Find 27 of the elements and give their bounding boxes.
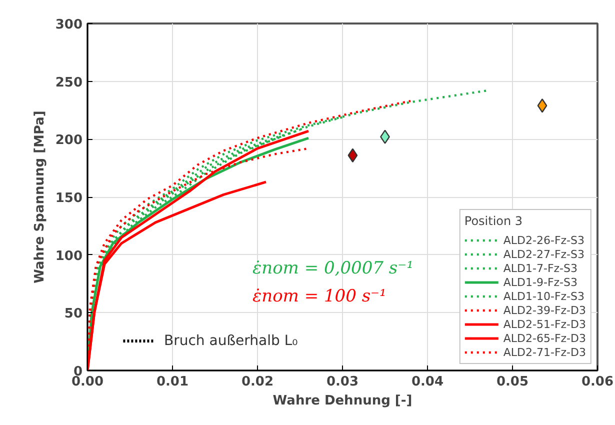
legend-label: ALD2-27-Fz-S3 bbox=[503, 247, 584, 261]
annotation: Bruch außerhalb L₀ bbox=[164, 333, 298, 350]
legend-label: ALD1-10-Fz-S3 bbox=[503, 289, 584, 303]
legend-label: ALD2-65-Fz-D3 bbox=[503, 331, 586, 345]
legend-label: ALD2-26-Fz-S3 bbox=[503, 233, 584, 247]
y-tick-label: 50 bbox=[64, 306, 83, 322]
legend-label: ALD2-51-Fz-D3 bbox=[503, 317, 586, 331]
x-tick-label: 0.03 bbox=[326, 374, 359, 390]
y-axis-title: Wahre Spannung [MPa] bbox=[32, 110, 48, 284]
annotation: ε̇nom = 0,0007 s⁻¹ bbox=[252, 258, 414, 278]
y-tick-label: 250 bbox=[55, 75, 83, 90]
y-tick-label: 200 bbox=[55, 133, 83, 148]
legend-label: ALD1-7-Fz-S3 bbox=[503, 261, 578, 275]
y-tick-label: 150 bbox=[55, 191, 83, 206]
legend-label: ALD1-9-Fz-S3 bbox=[503, 275, 578, 289]
legend-label: ALD2-71-Fz-D3 bbox=[503, 345, 586, 359]
x-axis-title: Wahre Dehnung [-] bbox=[272, 394, 412, 408]
x-tick-label: 0.06 bbox=[581, 374, 614, 390]
legend-label: ALD2-39-Fz-D3 bbox=[503, 303, 586, 317]
legend-title: Position 3 bbox=[464, 214, 524, 228]
x-tick-label: 0.02 bbox=[241, 374, 274, 390]
y-tick-label: 100 bbox=[55, 248, 83, 264]
x-tick-label: 0.01 bbox=[156, 374, 189, 390]
x-tick-label: 0.04 bbox=[411, 374, 444, 390]
x-tick-label: 0.05 bbox=[496, 374, 529, 390]
annotation: ε̇nom = 100 s⁻¹ bbox=[252, 286, 386, 306]
y-tick-label: 300 bbox=[55, 18, 83, 32]
